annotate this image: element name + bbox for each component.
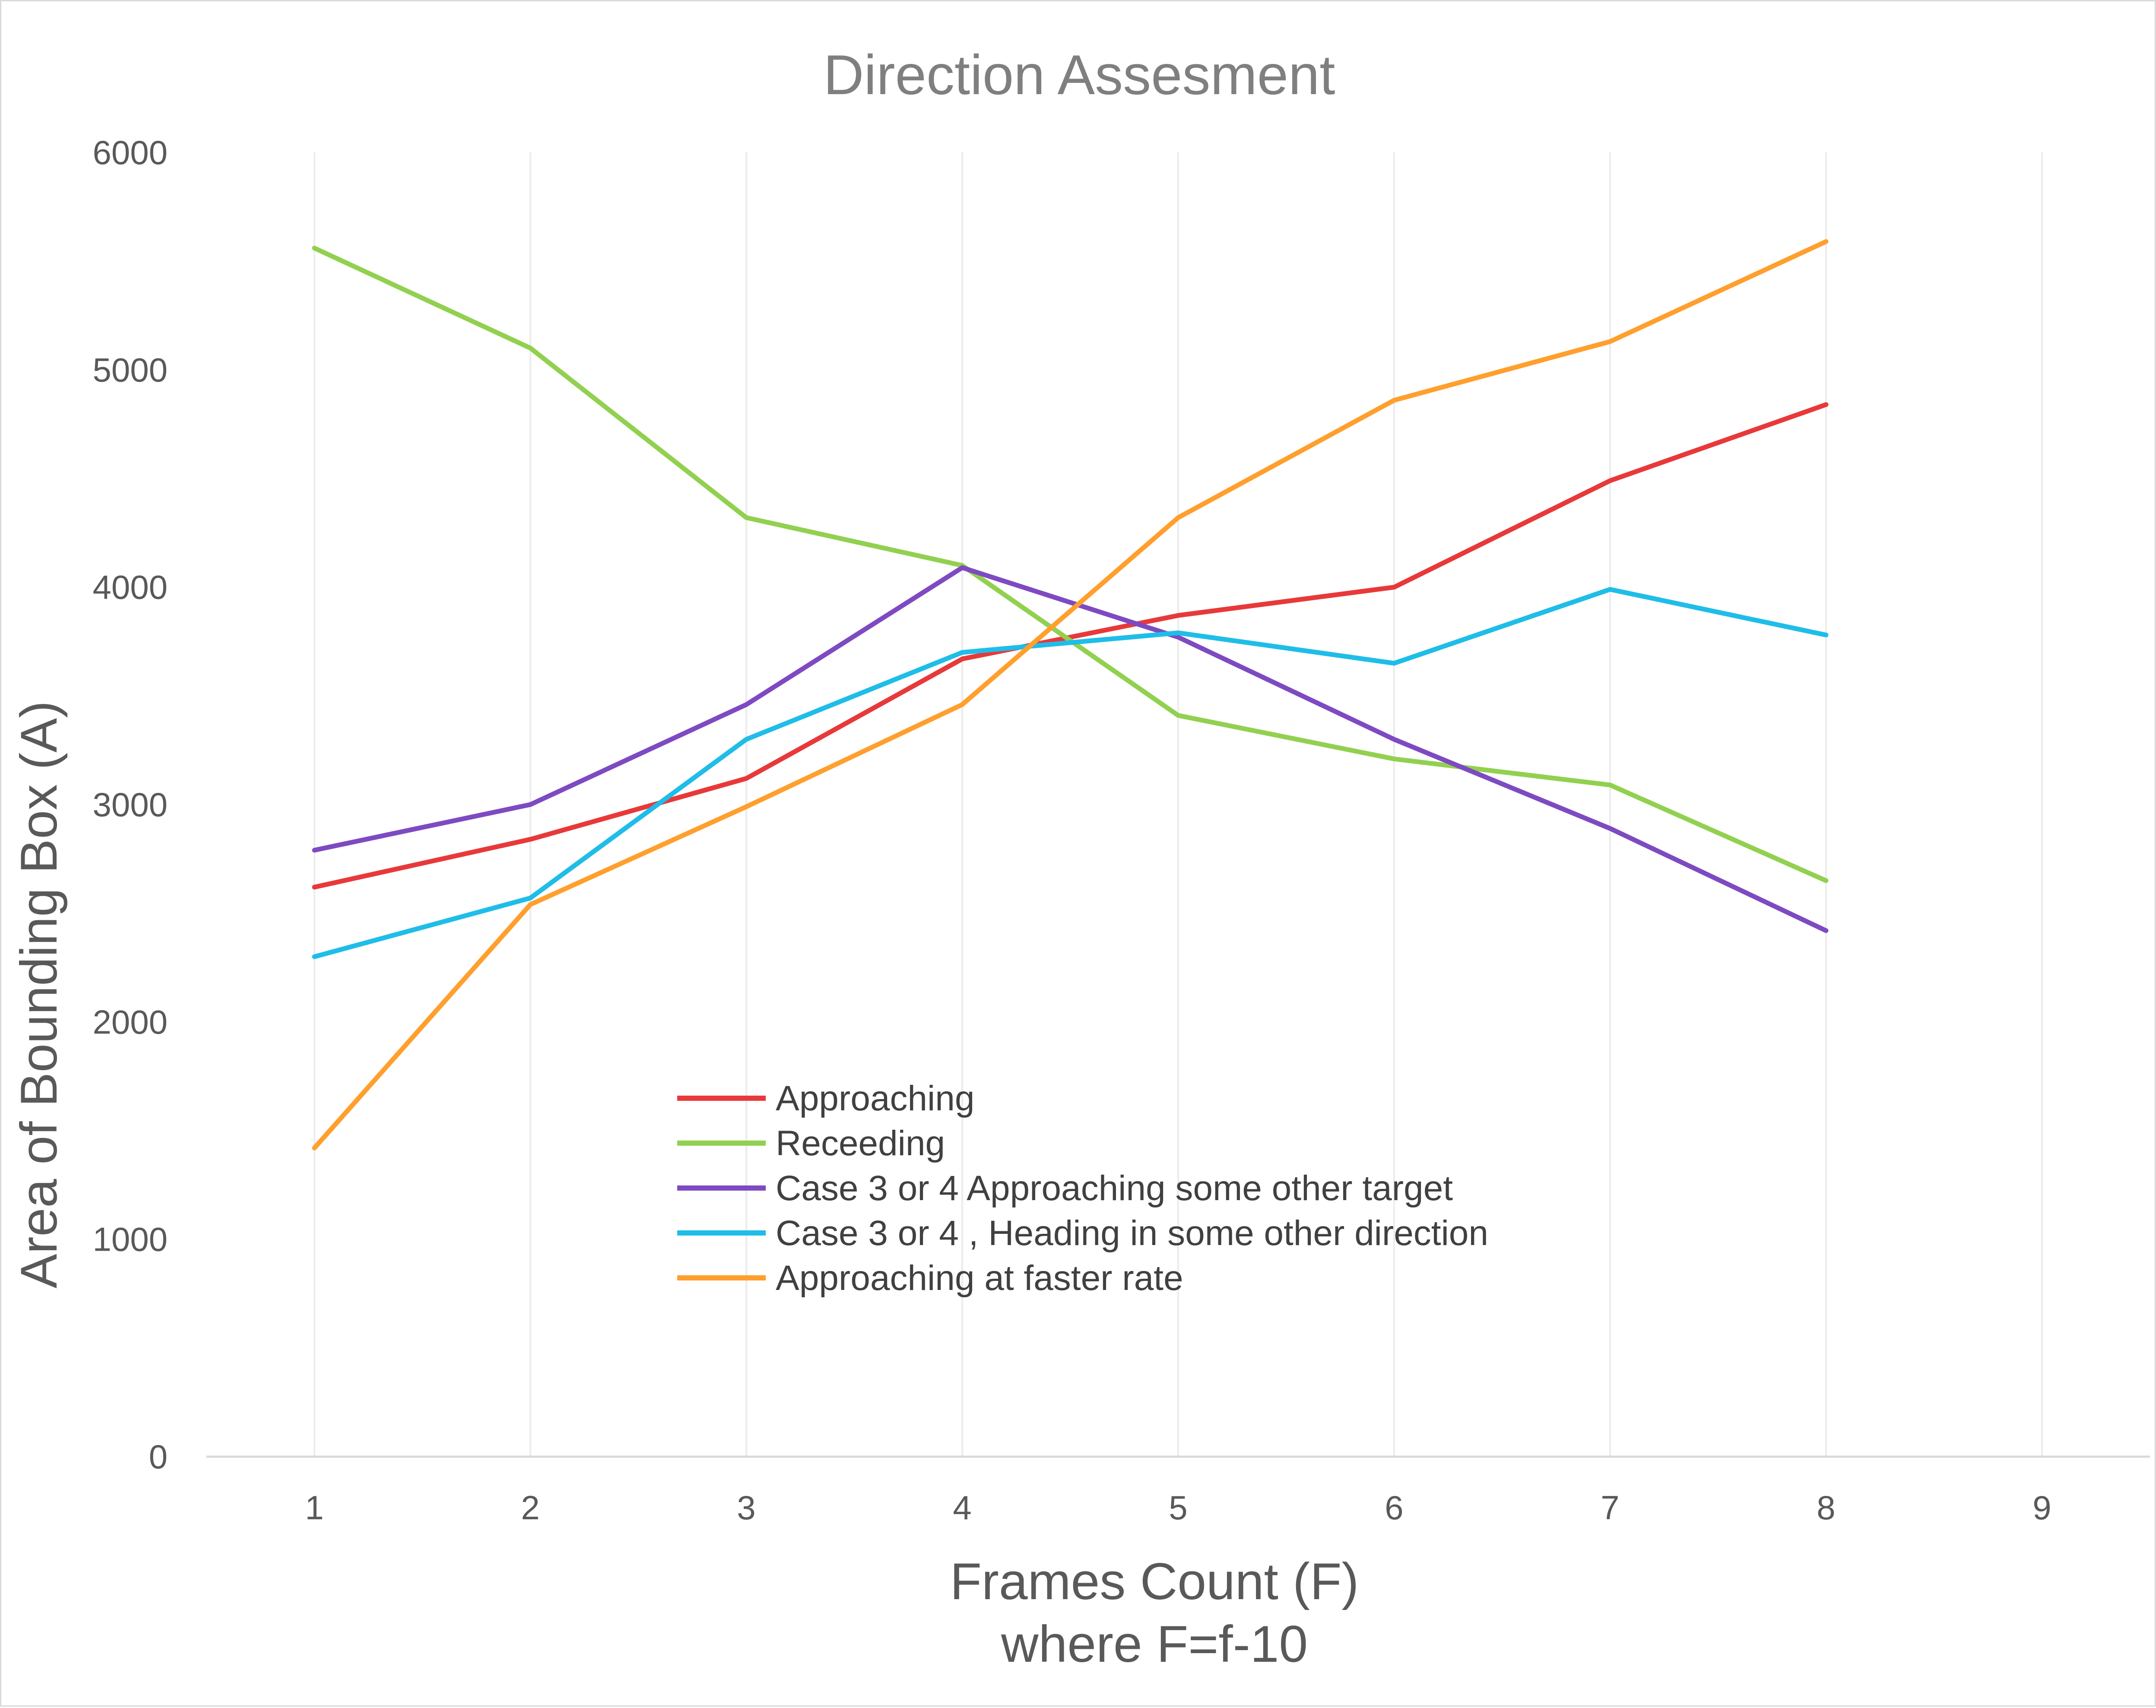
- y-tick-label-5000: 5000: [92, 351, 168, 389]
- x-tick-label-2: 2: [521, 1489, 539, 1527]
- legend-label-3: Case 3 or 4 Approaching some other targe…: [776, 1169, 1453, 1208]
- x-tick-label-3: 3: [737, 1489, 755, 1527]
- x-tick-label-9: 9: [2032, 1489, 2051, 1527]
- x-tick-label-6: 6: [1385, 1489, 1403, 1527]
- y-tick-label-6000: 6000: [92, 133, 168, 171]
- x-tick-label-7: 7: [1601, 1489, 1619, 1527]
- y-tick-label-4000: 4000: [92, 568, 168, 606]
- legend-label-5: Approaching at faster rate: [776, 1258, 1183, 1298]
- grid-lines: [206, 152, 2150, 1458]
- y-tick-label-2000: 2000: [92, 1003, 168, 1041]
- series-line-5: [312, 239, 1829, 1150]
- x-tick-label-4: 4: [953, 1489, 971, 1527]
- y-axis-label: Area of Bounding Box (A): [10, 701, 68, 1289]
- x-axis-label-line2: where F=f-10: [1001, 1615, 1308, 1673]
- series-line-4: [312, 587, 1829, 959]
- legend: Approaching Receeding Case 3 or 4 Approach…: [677, 1079, 1488, 1298]
- x-axis-ticks: 1 2 3 4 5 6 7 8 9: [305, 1489, 2051, 1527]
- y-axis-ticks: 0 1000 2000 3000 4000 5000 6000: [92, 133, 168, 1476]
- series-lines: [312, 239, 1829, 1150]
- legend-label-1: Approaching: [776, 1079, 974, 1118]
- y-tick-label-0: 0: [149, 1438, 168, 1476]
- x-axis-label: Frames Count (F): [950, 1553, 1359, 1610]
- x-tick-label-1: 1: [305, 1489, 323, 1527]
- x-tick-label-5: 5: [1169, 1489, 1187, 1527]
- series-line-3: [312, 565, 1829, 933]
- x-tick-label-8: 8: [1817, 1489, 1835, 1527]
- y-tick-label-3000: 3000: [92, 786, 168, 824]
- legend-label-4: Case 3 or 4 , Heading in some other dire…: [776, 1214, 1488, 1253]
- legend-label-2: Receeding: [776, 1124, 945, 1163]
- y-tick-label-1000: 1000: [92, 1220, 168, 1258]
- chart-title: Direction Assesment: [824, 43, 1335, 106]
- series-line-1: [312, 402, 1829, 890]
